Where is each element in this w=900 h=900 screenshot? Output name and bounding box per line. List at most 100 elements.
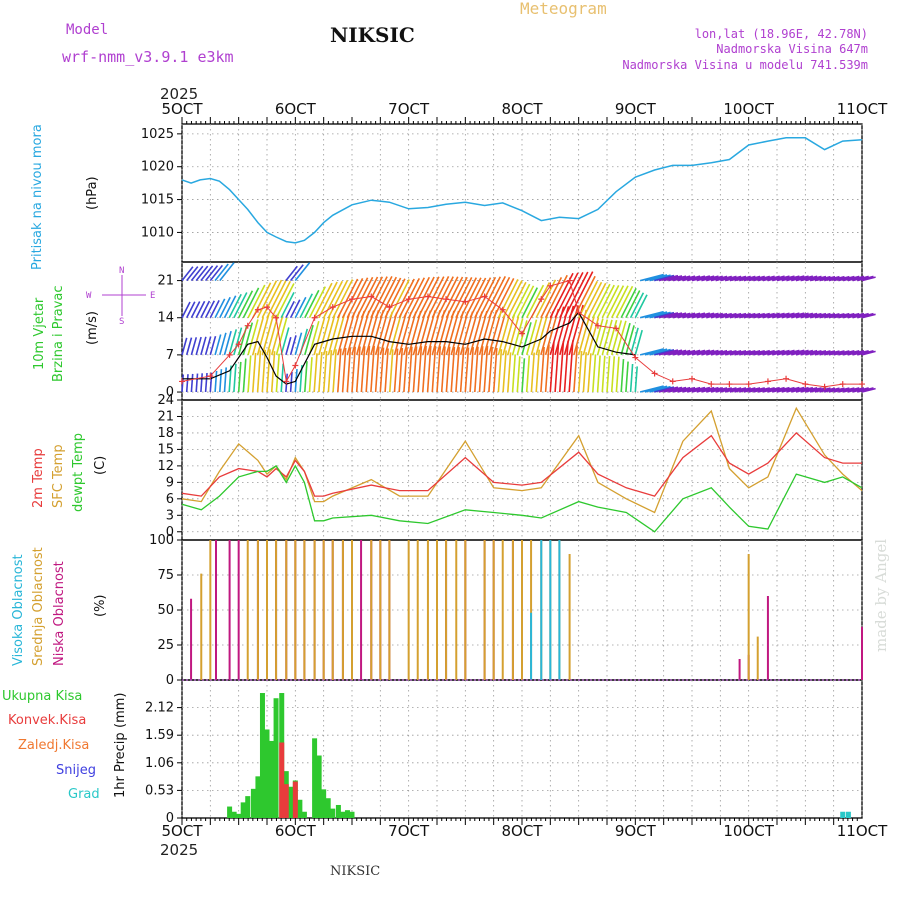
wind-barb <box>530 316 543 356</box>
wind-barb <box>389 349 394 393</box>
wind-barb <box>195 300 206 319</box>
gust-marker <box>708 381 715 388</box>
wind-barb <box>582 352 587 393</box>
wind-barb <box>563 271 589 319</box>
wind-barb <box>540 311 554 356</box>
wind-ylabel: 10m Vjetar <box>32 297 47 370</box>
wind-barb <box>620 359 625 393</box>
wind-barb <box>729 350 747 356</box>
pressure-line <box>181 137 863 244</box>
legend-frz: Zaledj.Kisa <box>18 738 89 753</box>
wind-barb <box>729 387 747 393</box>
wind-barb <box>654 386 675 393</box>
wind-barb <box>436 346 442 393</box>
wind-barb <box>828 350 845 356</box>
wind-barb <box>233 292 248 319</box>
wind-barb <box>327 280 349 319</box>
wind-barb <box>214 263 229 282</box>
wind-barb <box>739 350 756 356</box>
wind-barb <box>753 275 770 282</box>
wind-barb <box>809 387 827 393</box>
wind-barb <box>360 346 366 393</box>
wind-barb <box>398 312 412 356</box>
wind-barb <box>214 334 222 356</box>
wind-barb <box>795 349 814 356</box>
wind-barb <box>492 312 507 356</box>
wind-barb <box>247 355 252 393</box>
wind-barb <box>724 350 742 356</box>
wind-barb <box>223 295 237 319</box>
bottom-time-axis: 5OCT 6OCT 7OCT 8OCT 9OCT 10OCT 11OCT <box>162 818 888 840</box>
wind-barb <box>658 386 679 393</box>
wind-barb <box>833 350 850 356</box>
wind-barb <box>776 349 795 356</box>
wind-barb <box>355 310 370 356</box>
wind-barb <box>696 386 715 393</box>
gust-marker <box>538 296 545 303</box>
bottom-date-label: 6OCT <box>275 822 317 840</box>
wind-barb <box>577 351 583 393</box>
wind-barb <box>596 355 601 393</box>
wind-barb <box>511 354 516 393</box>
wind-barb <box>407 346 413 393</box>
wind-barb <box>649 274 671 282</box>
wind-barb <box>857 312 874 319</box>
wind-barb <box>838 387 855 393</box>
wind-barb <box>483 276 507 319</box>
wind-barb <box>426 345 432 393</box>
precip-bar <box>288 786 294 818</box>
bottom-date-label: 5OCT <box>162 822 204 840</box>
wind-barb <box>838 350 855 356</box>
wind-barb <box>252 316 265 356</box>
precip-ylabel: 1hr Precip <box>113 732 128 798</box>
temp-ylabel-2m: 2m Temp <box>31 448 46 508</box>
elevation: Nadmorska Visina 647m <box>716 42 868 56</box>
wind-barb <box>824 313 840 319</box>
precip-panel: Ukupna Kisa Konvek.Kisa Zaledj.Kisa Snij… <box>2 689 851 826</box>
precip-bar <box>840 811 846 818</box>
wind-barb <box>492 347 498 393</box>
wind-barb <box>724 275 742 282</box>
wind-barb <box>786 312 805 319</box>
wind-barb <box>379 277 402 319</box>
wind-barb <box>738 275 756 282</box>
wind-barb <box>634 294 648 319</box>
wind-barb <box>814 350 831 356</box>
wind-barb <box>861 350 876 356</box>
wind-barb <box>847 387 865 393</box>
wind-barb <box>379 347 385 393</box>
precip-bar <box>344 810 350 818</box>
wind-barb <box>332 349 337 393</box>
wind-barb <box>190 337 198 356</box>
wind-barb <box>644 274 668 282</box>
wind-barb <box>355 346 361 393</box>
wind-barb <box>223 367 227 393</box>
wind-barb <box>757 275 775 282</box>
wind-barb <box>634 329 643 356</box>
wind-barb <box>753 349 770 356</box>
wind-barb <box>337 348 342 393</box>
station-title: NIKSIC <box>330 23 415 47</box>
wind-barb <box>351 346 356 393</box>
legend-conv: Konvek.Kisa <box>8 713 86 728</box>
precip-bar <box>231 811 237 818</box>
wind-barb <box>280 363 284 393</box>
wind-barb <box>753 312 770 319</box>
wind-barb <box>195 336 202 356</box>
wind-barb <box>431 276 454 319</box>
wind-barb <box>374 346 380 393</box>
precip-bar <box>283 784 289 818</box>
y-tick-label: 0 <box>166 811 174 826</box>
wind-barb <box>511 283 531 319</box>
wind-barb <box>219 296 231 319</box>
wind-barb <box>488 346 493 393</box>
wind-barb <box>809 312 827 319</box>
wind-barb <box>739 312 756 319</box>
wind-barb <box>365 345 371 393</box>
precip-bar <box>227 806 233 818</box>
wind-barb <box>445 346 451 393</box>
wind-barb <box>426 309 441 356</box>
wind-barb <box>696 275 715 282</box>
wind-barb <box>469 347 474 393</box>
wind-barb <box>715 275 733 282</box>
